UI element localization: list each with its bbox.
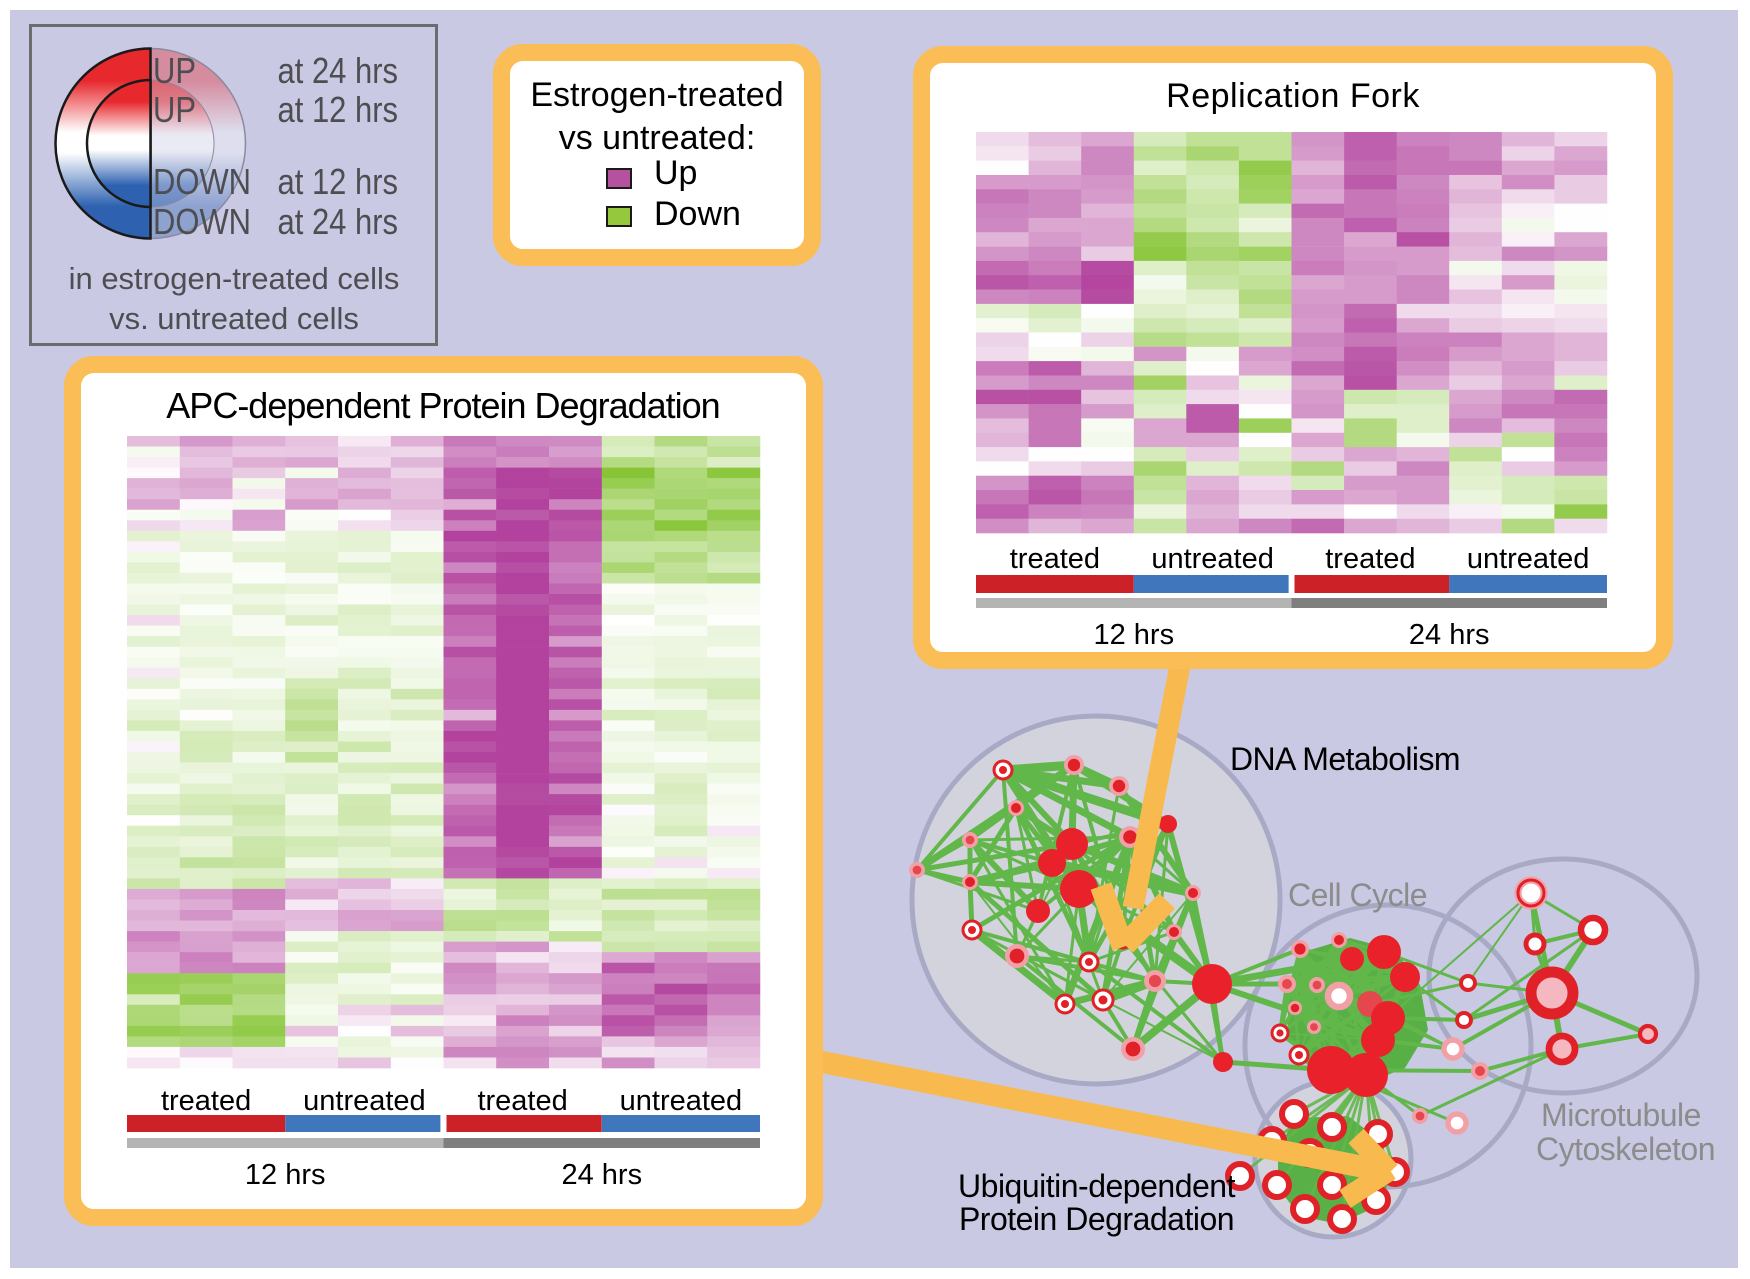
svg-text:untreated: untreated bbox=[1151, 543, 1274, 575]
svg-text:24 hrs: 24 hrs bbox=[561, 1159, 642, 1191]
svg-text:untreated: untreated bbox=[303, 1085, 426, 1117]
svg-text:Replication Fork: Replication Fork bbox=[1166, 77, 1420, 115]
svg-text:treated: treated bbox=[477, 1085, 567, 1117]
svg-text:24 hrs: 24 hrs bbox=[1409, 619, 1490, 651]
svg-text:treated: treated bbox=[1325, 543, 1415, 575]
svg-text:treated: treated bbox=[1010, 543, 1100, 575]
svg-text:treated: treated bbox=[161, 1085, 251, 1117]
svg-text:untreated: untreated bbox=[620, 1085, 743, 1117]
svg-text:untreated: untreated bbox=[1467, 543, 1590, 575]
svg-text:APC-dependent Protein Degradat: APC-dependent Protein Degradation bbox=[166, 385, 719, 426]
svg-text:12 hrs: 12 hrs bbox=[1093, 619, 1174, 651]
svg-text:12 hrs: 12 hrs bbox=[245, 1159, 326, 1191]
